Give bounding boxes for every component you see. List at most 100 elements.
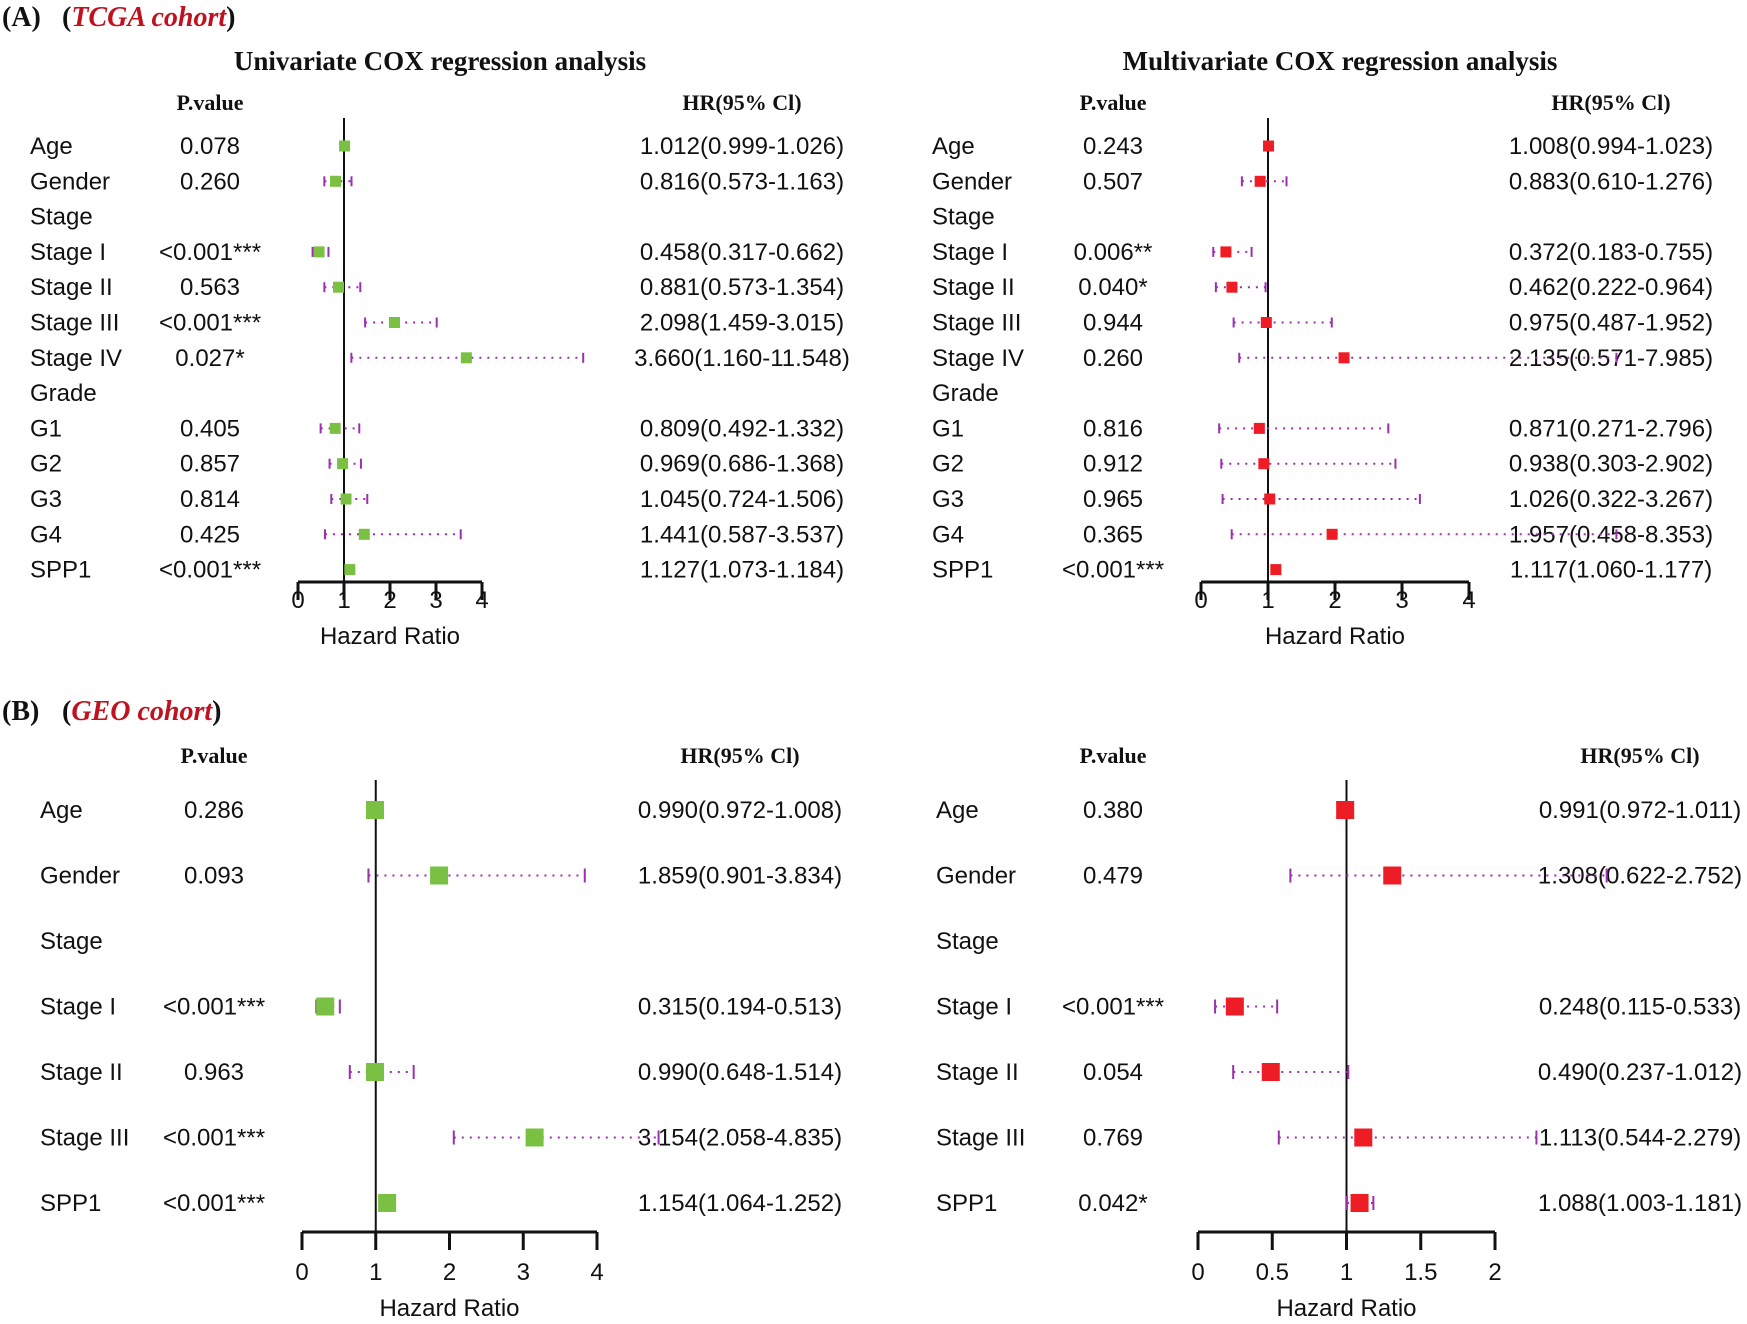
chart-a2-row-stage-i-pvalue: 0.006** [1074,239,1153,266]
chart-b1-row-stage-i-pvalue: <0.001*** [163,994,265,1021]
chart-a2-row-stage-iii-label: Stage III [932,310,1021,337]
chart-a1-x-axis-label: Hazard Ratio [320,623,460,650]
chart-b1-row-stage-i-hr-text: 0.315(0.194-0.513) [638,994,842,1021]
chart-a2-tick-label-4: 4 [1462,587,1475,614]
chart-b1-row-stage-label: Stage [40,928,103,955]
chart-a2-row-g4-hr-marker [1326,528,1338,540]
chart-a2-row-stage-iv-hr-marker [1338,352,1350,364]
chart-a1-row-g2-hr-marker [337,458,349,470]
chart-b2-row-stage-iii-pvalue: 0.769 [1083,1125,1143,1152]
chart-a1-hr-header: HR(95% Cl) [682,90,801,115]
chart-b1-tick-label-4: 4 [590,1259,603,1286]
chart-a2-row-g3-pvalue: 0.965 [1083,486,1143,513]
chart-a1-row-g4-label: G4 [30,521,62,548]
chart-a1-row-stage-ii-pvalue: 0.563 [180,274,240,301]
panel-a-cohort-title: (TCGA cohort) [62,2,235,33]
chart-b1-row-stage-iii-hr-marker [525,1128,544,1147]
chart-a2-row-stage-ii-hr-marker [1226,281,1238,293]
chart-a2-row-g1-hr-marker [1253,422,1265,434]
chart-b2-row-age-hr-marker [1336,801,1355,819]
chart-b1-tick-label-2: 2 [443,1259,456,1286]
panel-a-close-paren: ) [226,2,235,33]
chart-a1-row-g3-label: G3 [30,486,62,513]
chart-b1-row-spp1-label: SPP1 [40,1190,101,1217]
chart-a2-row-age-hr-text: 1.008(0.994-1.023) [1509,133,1713,160]
panel-a-label: (A) [2,2,41,33]
chart-b2-row-age-label: Age [936,797,979,824]
chart-b1-row-gender-hr-marker [430,866,449,885]
chart-a2-row-stage-iii-hr-marker [1260,317,1272,328]
chart-b2-row-stage-iii-hr-text: 1.113(0.544-2.279) [1539,1125,1741,1152]
chart-b1-row-gender-hr-text: 1.859(0.901-3.834) [638,863,842,890]
chart-a1-row-stage-i-label: Stage I [30,239,106,266]
chart-b1-row-spp1-pvalue: <0.001*** [163,1190,265,1217]
chart-a1-row-stage-i-hr-marker [313,246,325,258]
chart-a1-row-stage-i-pvalue: <0.001*** [159,239,261,266]
chart-a2-row-g2-pvalue: 0.912 [1083,451,1143,478]
chart-a2-row-spp1-hr-text: 1.117(1.060-1.177) [1510,557,1712,584]
chart-b2-tick-label-0-5: 0.5 [1256,1259,1289,1286]
chart-a2-row-gender-label: Gender [932,168,1012,195]
chart-a2-row-stage-iv-label: Stage IV [932,345,1024,372]
chart-a2-row-stage-ii-pvalue: 0.040* [1078,274,1147,301]
chart-a2-row-age-hr-marker [1263,140,1275,152]
chart-a1-tick-label-3: 3 [429,587,442,614]
chart-a2-row-g4-label: G4 [932,521,964,548]
chart-a2-row-stage-iv-hr-text: 2.135(0.571-7.985) [1509,345,1713,372]
panel-b-cohort-title: (GEO cohort) [62,696,221,727]
chart-b2-row-stage-i-hr-marker [1225,997,1244,1016]
chart-b2-row-stage-i-hr-text: 0.248(0.115-0.533) [1539,994,1741,1021]
chart-a1-row-gender-pvalue: 0.260 [180,168,240,195]
chart-b1-pvalue-header: P.value [180,743,247,768]
chart-a1: Univariate COX regression analysis P.valu… [30,46,850,650]
chart-a1-row-stage-iii-label: Stage III [30,310,119,337]
chart-a1-row-g3-pvalue: 0.814 [180,486,240,513]
chart-a2-row-g4-pvalue: 0.365 [1083,521,1143,548]
chart-b1-tick-label-3: 3 [517,1259,530,1286]
chart-b1-row-stage-ii-hr-marker [366,1063,385,1081]
panel-a-header: (A) (TCGA cohort) [2,2,235,33]
chart-a2-row-g2-hr-marker [1258,458,1270,470]
chart-a2-row-gender-hr-text: 0.883(0.610-1.276) [1509,168,1713,195]
chart-a1-row-stage-ii-label: Stage II [30,274,113,301]
chart-a2-row-age-pvalue: 0.243 [1083,133,1143,160]
chart-a1-row-spp1-pvalue: <0.001*** [159,557,261,584]
chart-b1-row-stage-i-label: Stage I [40,994,116,1021]
chart-b1-row-spp1-hr-text: 1.154(1.064-1.252) [638,1190,842,1217]
chart-a2-tick-label-0: 0 [1194,587,1207,614]
chart-a1-row-stage-label: Stage [30,204,93,231]
chart-a2-row-g3-hr-text: 1.026(0.322-3.267) [1509,486,1713,513]
panel-b-close-paren: ) [212,696,221,727]
chart-a2-hr-header: HR(95% Cl) [1551,90,1670,115]
chart-a2-row-g4-hr-text: 1.957(0.458-8.353) [1509,521,1713,548]
chart-a1-tick-label-0: 0 [291,587,304,614]
chart-a1-row-g4-hr-marker [358,528,370,540]
chart-a2-row-grade-label: Grade [932,380,999,407]
chart-b2-tick-label-0: 0 [1191,1259,1204,1286]
panel-a-cohort-name: TCGA cohort [71,2,227,33]
chart-b2-tick-label-1: 1 [1340,1259,1353,1286]
chart-a1-row-g2-hr-text: 0.969(0.686-1.368) [640,451,844,478]
chart-a1-row-grade-label: Grade [30,380,97,407]
chart-a1-row-g2-pvalue: 0.857 [180,451,240,478]
chart-a2-row-stage-i-hr-marker [1220,246,1232,258]
chart-a1-row-stage-iv-label: Stage IV [30,345,122,372]
chart-a2-row-g2-label: G2 [932,451,964,478]
chart-b1-row-stage-ii-label: Stage II [40,1059,123,1086]
chart-a2-row-stage-ii-label: Stage II [932,274,1015,301]
chart-b1-x-axis-label: Hazard Ratio [379,1295,519,1322]
chart-a1-row-stage-iv-hr-marker [460,352,472,364]
chart-b2-tick-label-2: 2 [1488,1259,1501,1286]
panel-a-open-paren: ( [62,2,71,33]
chart-a2-row-spp1-pvalue: <0.001*** [1062,557,1164,584]
chart-a1-tick-label-4: 4 [475,587,488,614]
chart-b2-row-stage-label: Stage [936,928,999,955]
chart-a1-row-stage-iv-pvalue: 0.027* [175,345,244,372]
chart-a2-row-stage-iv-pvalue: 0.260 [1083,345,1143,372]
panel-b-cohort-name: GEO cohort [71,696,213,727]
chart-a1-tick-label-1: 1 [337,587,350,614]
chart-b2-row-stage-ii-hr-text: 0.490(0.237-1.012) [1538,1059,1742,1086]
chart-a2-row-g1-pvalue: 0.816 [1083,415,1143,442]
chart-a1-row-stage-ii-hr-text: 0.881(0.573-1.354) [640,274,844,301]
chart-b1-tick-label-0: 0 [295,1259,308,1286]
